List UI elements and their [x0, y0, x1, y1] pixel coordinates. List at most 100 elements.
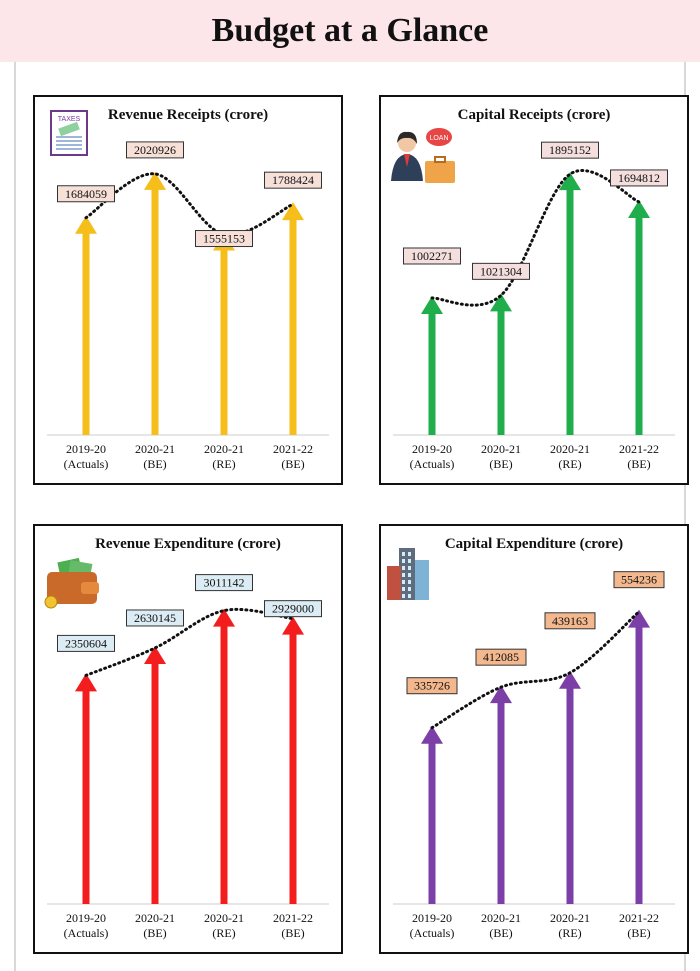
data-label-text: 2929000 [272, 602, 314, 616]
bar-arrowhead [421, 725, 443, 744]
chart-title: Capital Receipts (crore) [457, 107, 611, 123]
x-tick-label: 2020-21 [135, 442, 175, 456]
x-tick-label: 2020-21 [135, 911, 175, 925]
bar-arrowhead [213, 608, 235, 627]
data-label-text: 335726 [414, 679, 450, 693]
bar-shaft [289, 632, 297, 904]
trend-line [430, 610, 641, 730]
x-tick-sublabel: (BE) [627, 457, 650, 471]
bar-arrowhead [628, 609, 650, 628]
bar-shaft [151, 661, 159, 904]
data-label-text: 1788424 [272, 173, 314, 187]
data-label-text: 2630145 [134, 611, 176, 625]
data-label-text: 1021304 [480, 264, 522, 278]
title-banner: Budget at a Glance [0, 0, 700, 62]
bar-shaft [289, 218, 297, 435]
data-label: 2630145 [126, 609, 184, 627]
x-tick-sublabel: (Actuals) [410, 926, 455, 940]
bar-arrowhead [282, 616, 304, 635]
x-tick-label: 2019-20 [66, 442, 106, 456]
data-label-text: 1895152 [549, 143, 591, 157]
trend-line [430, 169, 641, 307]
trend-line [84, 607, 295, 677]
trend-line [84, 172, 295, 237]
bar-arrowhead [144, 171, 166, 190]
x-tick-sublabel: (BE) [281, 457, 304, 471]
data-label: 2020926 [126, 141, 184, 159]
bar-arrowhead [490, 685, 512, 704]
bar-shaft [566, 188, 574, 435]
data-label-text: 1002271 [411, 249, 453, 263]
x-tick-label: 2020-21 [481, 911, 521, 925]
x-tick-sublabel: (BE) [489, 457, 512, 471]
bar-shaft [82, 689, 90, 904]
taxes-form-icon: TAXES [50, 110, 88, 156]
x-tick-label: 2020-21 [481, 442, 521, 456]
bar-arrowhead [75, 673, 97, 692]
x-tick-sublabel: (BE) [627, 926, 650, 940]
bar-shaft [428, 741, 436, 904]
x-tick-label: 2021-22 [619, 442, 659, 456]
bar-arrowhead [75, 215, 97, 234]
data-label-text: 1694812 [618, 171, 660, 185]
wallet-money-icon [44, 557, 99, 609]
capital-receipts-panel: Capital Receipts (crore) LOAN 1002271 1021… [379, 95, 689, 485]
data-label: 1555153 [195, 230, 253, 248]
data-label: 1788424 [264, 171, 322, 189]
data-label-text: 439163 [552, 614, 588, 628]
data-label: 1684059 [57, 185, 115, 203]
x-tick-label: 2019-20 [412, 442, 452, 456]
data-label: 412085 [475, 648, 527, 666]
x-tick-sublabel: (RE) [558, 926, 581, 940]
data-label: 554236 [613, 571, 665, 589]
bar-shaft [220, 248, 228, 435]
x-tick-sublabel: (RE) [212, 457, 235, 471]
bar-arrowhead [559, 670, 581, 689]
bar-shaft [220, 624, 228, 904]
bar-shaft [566, 686, 574, 904]
x-tick-sublabel: (Actuals) [410, 457, 455, 471]
data-label-text: 3011142 [203, 576, 244, 590]
revenue-receipts-panel: Revenue Receipts (crore) TAXES 1684059 202… [33, 95, 343, 485]
x-tick-label: 2020-21 [550, 442, 590, 456]
x-tick-label: 2021-22 [619, 911, 659, 925]
revenue-receipts-chart: TAXES 1684059 2020926 1555153 1788424 2019-20… [47, 110, 329, 471]
data-label: 2929000 [264, 600, 322, 618]
data-label: 1895152 [541, 141, 599, 159]
x-tick-label: 2020-21 [204, 442, 244, 456]
x-tick-sublabel: (RE) [212, 926, 235, 940]
bar-shaft [497, 701, 505, 904]
bar-shaft [635, 625, 643, 904]
bar-arrowhead [490, 293, 512, 312]
chart-title: Revenue Expenditure (crore) [95, 536, 281, 552]
data-label-text: 554236 [621, 573, 657, 587]
taxes-icon-text: TAXES [58, 116, 81, 123]
x-tick-sublabel: (BE) [143, 457, 166, 471]
bar-shaft [151, 187, 159, 435]
data-label-text: 1684059 [65, 187, 107, 201]
x-tick-label: 2021-22 [273, 911, 313, 925]
data-label-text: 1555153 [203, 232, 245, 246]
x-tick-sublabel: (BE) [489, 926, 512, 940]
x-tick-sublabel: (BE) [143, 926, 166, 940]
bar-shaft [497, 309, 505, 435]
bar-arrowhead [144, 645, 166, 664]
data-label: 1002271 [403, 247, 461, 265]
capital-receipts-chart: LOAN10022711021304189515216948122019-20(… [391, 128, 675, 471]
x-tick-label: 2021-22 [273, 442, 313, 456]
data-label: 2350604 [57, 634, 115, 652]
data-label: 3011142 [195, 574, 253, 592]
data-label: 1021304 [472, 262, 530, 280]
revenue-expenditure-panel: Revenue Expenditure (crore) 2350604 26301… [33, 524, 343, 954]
x-tick-sublabel: (Actuals) [64, 926, 109, 940]
city-buildings-icon [387, 548, 429, 600]
data-label: 439163 [544, 612, 596, 630]
x-tick-label: 2019-20 [412, 911, 452, 925]
bar-shaft [428, 311, 436, 435]
data-label-text: 2020926 [134, 143, 176, 157]
x-tick-label: 2020-21 [204, 911, 244, 925]
chart-title: Revenue Receipts (crore) [107, 107, 269, 123]
bar-shaft [635, 215, 643, 435]
data-label-text: 2350604 [65, 636, 107, 650]
revenue-expenditure-chart: 2350604 2630145 3011142 2929000 2019-20(Actu… [44, 557, 329, 940]
